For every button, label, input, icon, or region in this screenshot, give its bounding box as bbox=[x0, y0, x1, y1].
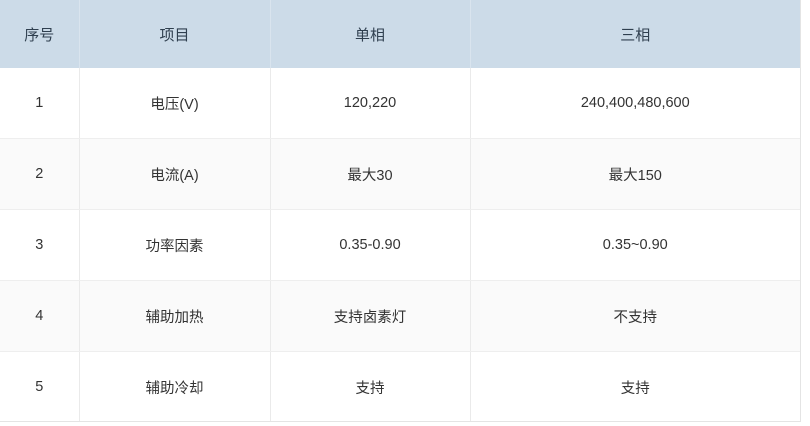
table-header: 序号 项目 单相 三相 bbox=[0, 0, 800, 68]
column-header-single-phase: 单相 bbox=[270, 0, 471, 68]
cell-item: 电流(A) bbox=[79, 138, 271, 210]
cell-item: 功率因素 bbox=[79, 209, 271, 281]
cell-single-phase: 120,220 bbox=[270, 68, 471, 139]
cell-three-phase: 不支持 bbox=[470, 280, 800, 352]
spec-table-container: 序号 项目 单相 三相 1 电压(V) 120,220 240,400,480,… bbox=[0, 0, 801, 422]
cell-index: 1 bbox=[0, 68, 80, 139]
table-row: 1 电压(V) 120,220 240,400,480,600 bbox=[0, 68, 800, 139]
column-header-three-phase: 三相 bbox=[470, 0, 800, 68]
table-body: 1 电压(V) 120,220 240,400,480,600 2 电流(A) … bbox=[0, 68, 800, 421]
cell-index: 5 bbox=[0, 351, 80, 421]
cell-three-phase: 支持 bbox=[470, 351, 800, 421]
cell-item: 辅助加热 bbox=[79, 280, 271, 352]
cell-three-phase: 最大150 bbox=[470, 138, 800, 210]
cell-three-phase: 240,400,480,600 bbox=[470, 68, 800, 139]
table-row: 5 辅助冷却 支持 支持 bbox=[0, 351, 800, 421]
cell-item: 辅助冷却 bbox=[79, 351, 271, 421]
cell-single-phase: 支持卤素灯 bbox=[270, 280, 471, 352]
cell-three-phase: 0.35~0.90 bbox=[470, 209, 800, 281]
cell-single-phase: 0.35-0.90 bbox=[270, 209, 471, 281]
cell-index: 4 bbox=[0, 280, 80, 352]
cell-item: 电压(V) bbox=[79, 68, 271, 139]
table-row: 2 电流(A) 最大30 最大150 bbox=[0, 138, 800, 210]
column-header-index: 序号 bbox=[0, 0, 80, 68]
cell-index: 2 bbox=[0, 138, 80, 210]
cell-single-phase: 支持 bbox=[270, 351, 471, 421]
table-row: 4 辅助加热 支持卤素灯 不支持 bbox=[0, 280, 800, 352]
header-row: 序号 项目 单相 三相 bbox=[0, 0, 800, 68]
cell-single-phase: 最大30 bbox=[270, 138, 471, 210]
cell-index: 3 bbox=[0, 209, 80, 281]
column-header-item: 项目 bbox=[79, 0, 271, 68]
table-row: 3 功率因素 0.35-0.90 0.35~0.90 bbox=[0, 209, 800, 281]
specification-table: 序号 项目 单相 三相 1 电压(V) 120,220 240,400,480,… bbox=[0, 0, 800, 421]
